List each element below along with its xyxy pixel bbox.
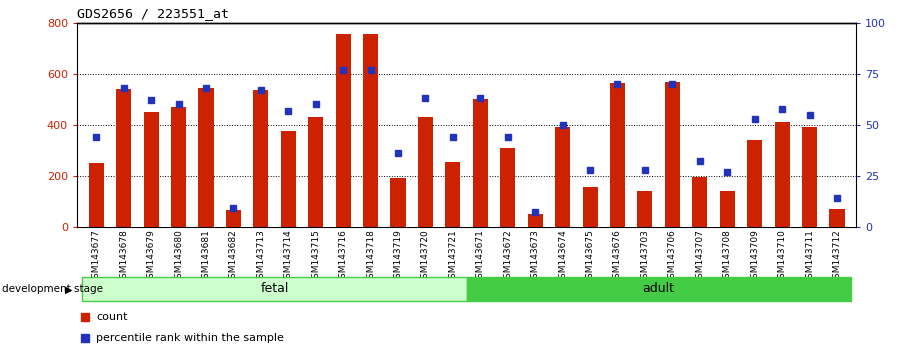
Bar: [116, 89, 131, 227]
Text: ▶: ▶: [65, 284, 72, 295]
Text: GSM143672: GSM143672: [503, 229, 512, 284]
Text: GSM143676: GSM143676: [613, 229, 622, 284]
Text: GSM143721: GSM143721: [448, 229, 458, 284]
Bar: [638, 191, 652, 227]
Text: GSM143712: GSM143712: [833, 229, 842, 284]
Bar: [829, 209, 844, 227]
Bar: [418, 117, 433, 227]
Text: GSM143716: GSM143716: [339, 229, 348, 284]
Bar: [281, 131, 295, 227]
Bar: [198, 88, 214, 227]
Bar: [610, 83, 625, 227]
Bar: [692, 177, 708, 227]
Text: GDS2656 / 223551_at: GDS2656 / 223551_at: [77, 7, 229, 21]
Text: percentile rank within the sample: percentile rank within the sample: [97, 332, 284, 343]
Text: GSM143714: GSM143714: [284, 229, 293, 284]
Text: GSM143715: GSM143715: [311, 229, 320, 284]
Text: GSM143713: GSM143713: [256, 229, 265, 284]
Bar: [363, 34, 378, 227]
Bar: [719, 191, 735, 227]
Text: GSM143681: GSM143681: [201, 229, 210, 284]
Text: development stage: development stage: [2, 284, 102, 295]
Text: GSM143680: GSM143680: [174, 229, 183, 284]
Text: GSM143720: GSM143720: [421, 229, 430, 284]
Bar: [254, 90, 268, 227]
Bar: [89, 163, 104, 227]
Text: fetal: fetal: [260, 282, 289, 295]
Bar: [473, 99, 487, 227]
Text: GSM143679: GSM143679: [147, 229, 156, 284]
Bar: [665, 81, 680, 227]
Text: GSM143674: GSM143674: [558, 229, 567, 284]
Bar: [308, 117, 323, 227]
Text: GSM143675: GSM143675: [585, 229, 594, 284]
Bar: [335, 34, 351, 227]
Text: GSM143677: GSM143677: [92, 229, 101, 284]
Text: adult: adult: [642, 282, 675, 295]
Bar: [527, 214, 543, 227]
Bar: [747, 140, 762, 227]
Text: GSM143678: GSM143678: [120, 229, 128, 284]
Text: GSM143710: GSM143710: [777, 229, 786, 284]
Text: GSM143709: GSM143709: [750, 229, 759, 284]
Text: GSM143703: GSM143703: [641, 229, 650, 284]
Bar: [555, 127, 570, 227]
Bar: [802, 127, 817, 227]
Text: GSM143708: GSM143708: [723, 229, 732, 284]
Text: GSM143671: GSM143671: [476, 229, 485, 284]
FancyBboxPatch shape: [82, 278, 467, 301]
Text: GSM143718: GSM143718: [366, 229, 375, 284]
Bar: [171, 107, 186, 227]
Bar: [500, 148, 516, 227]
Bar: [226, 210, 241, 227]
Text: GSM143682: GSM143682: [229, 229, 238, 284]
Text: GSM143711: GSM143711: [805, 229, 814, 284]
Bar: [583, 187, 598, 227]
Text: GSM143719: GSM143719: [393, 229, 402, 284]
Bar: [390, 178, 406, 227]
Text: GSM143673: GSM143673: [531, 229, 540, 284]
FancyBboxPatch shape: [467, 278, 851, 301]
Text: GSM143707: GSM143707: [695, 229, 704, 284]
Bar: [775, 122, 790, 227]
Bar: [143, 112, 159, 227]
Text: count: count: [97, 312, 128, 322]
Bar: [446, 162, 460, 227]
Text: GSM143706: GSM143706: [668, 229, 677, 284]
